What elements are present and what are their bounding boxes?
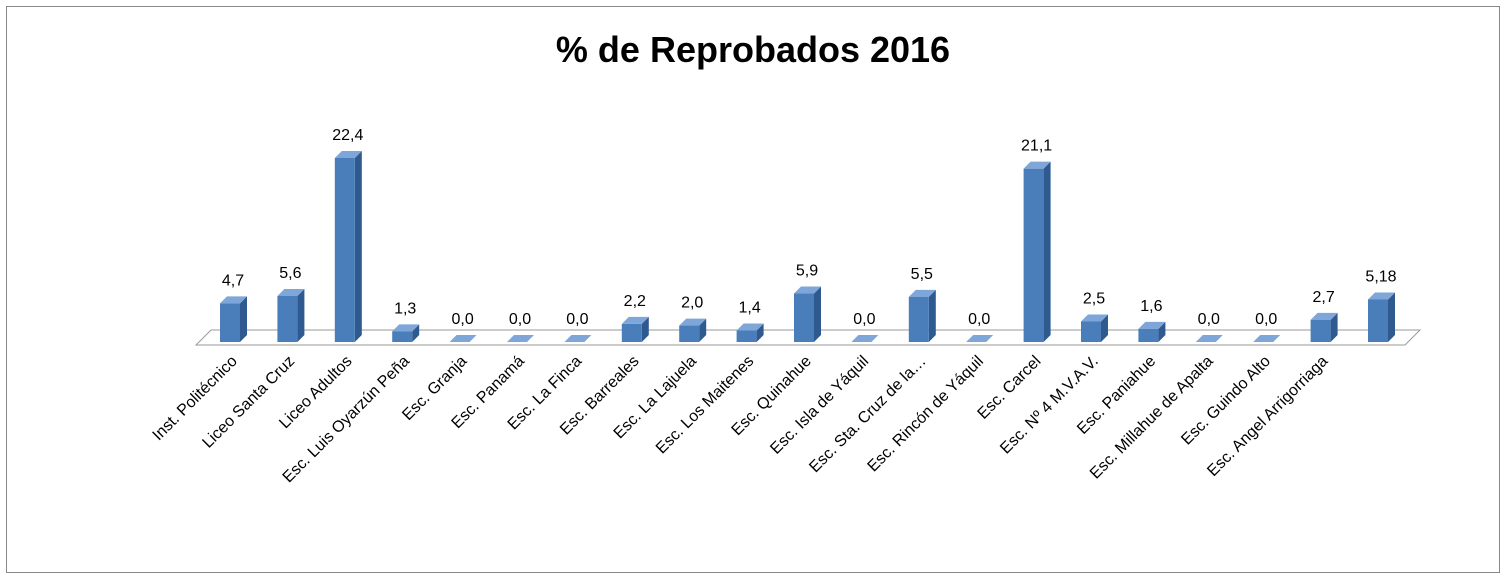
bar-top <box>1195 335 1223 342</box>
bar <box>392 331 413 342</box>
data-label: 0,0 <box>509 311 531 328</box>
bar <box>621 323 642 342</box>
bar-side <box>928 289 936 342</box>
bar <box>794 293 814 342</box>
bar-side <box>814 286 821 342</box>
data-label: 4,7 <box>222 272 244 289</box>
bar-top <box>794 286 821 294</box>
bar-side <box>1388 292 1395 342</box>
bar <box>220 303 240 342</box>
data-label: 0,0 <box>451 311 473 328</box>
bar <box>1081 321 1101 342</box>
bar-side <box>297 289 305 342</box>
bar-side <box>354 151 362 342</box>
bar <box>1138 328 1159 342</box>
data-label: 1,4 <box>738 300 760 317</box>
data-label: 0,0 <box>853 311 875 328</box>
data-label: 21,1 <box>1021 138 1052 155</box>
bar <box>1023 168 1044 342</box>
bar-side <box>1158 321 1166 342</box>
data-label: 0,0 <box>1255 311 1277 328</box>
data-label: 5,6 <box>279 265 301 282</box>
bar <box>736 330 757 342</box>
bar <box>1368 299 1388 342</box>
data-label: 5,5 <box>911 266 933 283</box>
bar-top <box>1310 312 1338 320</box>
bar-top <box>1081 314 1108 322</box>
bar-side <box>641 316 649 342</box>
bar-top <box>1253 335 1281 342</box>
bar-top <box>851 335 879 342</box>
bar-top <box>507 335 534 342</box>
bar-top <box>277 289 305 296</box>
bar-top <box>1368 292 1395 300</box>
bar-top <box>621 316 649 324</box>
data-label: 1,3 <box>394 300 416 317</box>
bar-top <box>679 318 707 326</box>
bar-top <box>449 335 477 342</box>
bar-top <box>1023 161 1051 169</box>
bar-top <box>334 151 362 158</box>
bar <box>908 296 929 342</box>
data-label: 2,2 <box>624 293 646 310</box>
bar-side <box>756 323 764 342</box>
data-label: 2,0 <box>681 295 703 312</box>
data-label: 2,5 <box>1083 290 1105 307</box>
bar-top <box>966 335 994 342</box>
bar-top <box>220 296 247 304</box>
bar-side <box>240 296 247 342</box>
chart-border <box>6 6 1500 573</box>
data-label: 0,0 <box>566 311 588 328</box>
data-label: 0,0 <box>1198 311 1220 328</box>
bar-top <box>908 289 936 297</box>
bar-side <box>1043 161 1051 342</box>
bar-side <box>1330 312 1338 342</box>
bar-side <box>1101 314 1108 342</box>
bar <box>334 158 355 342</box>
data-label: 5,9 <box>796 263 818 280</box>
chart-title: % de Reprobados 2016 <box>556 29 950 70</box>
bar-top <box>736 323 764 331</box>
data-label: 0,0 <box>968 311 990 328</box>
bar-side <box>699 318 707 342</box>
bar-top <box>564 335 592 342</box>
bar <box>277 296 298 342</box>
data-label: 5,18 <box>1365 268 1396 285</box>
data-label: 22,4 <box>332 127 363 144</box>
bar-top <box>392 324 420 332</box>
data-label: 2,7 <box>1312 289 1334 306</box>
bar-top <box>1138 321 1166 329</box>
bar <box>679 325 700 342</box>
bar-side <box>412 324 420 342</box>
bar <box>1310 319 1331 342</box>
data-label: 1,6 <box>1140 298 1162 315</box>
